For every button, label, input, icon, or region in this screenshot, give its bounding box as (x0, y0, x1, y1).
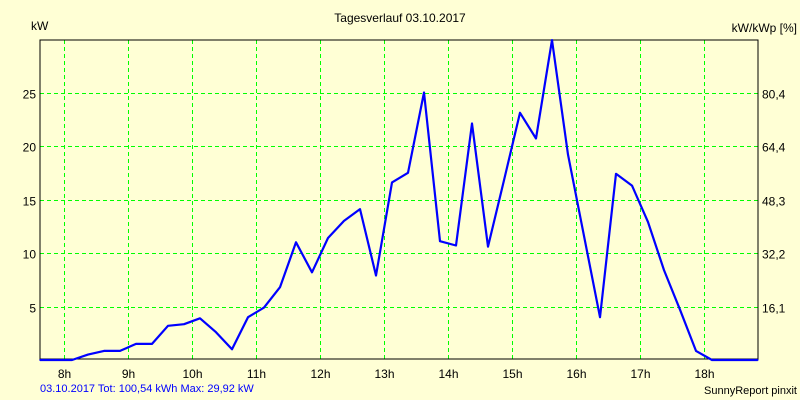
data-point (439, 240, 441, 243)
series-line-kw (40, 38, 758, 362)
right-y-axis-label: kW/kWp [%] (732, 21, 797, 35)
data-point (455, 244, 457, 247)
data-point (407, 171, 409, 174)
data-point (151, 343, 153, 345)
data-point (647, 221, 649, 223)
data-point (215, 331, 217, 333)
data-point (199, 317, 201, 320)
x-tick-label: 12h (310, 367, 330, 381)
x-tick-label: 15h (502, 367, 522, 381)
data-point (471, 122, 473, 125)
data-point (391, 181, 393, 184)
data-point (39, 359, 41, 361)
x-tick-label: 11h (247, 367, 266, 381)
data-point (55, 359, 57, 361)
data-point (663, 269, 665, 271)
data-point (631, 184, 633, 187)
data-point (103, 350, 105, 352)
footer-summary: 03.10.2017 Tot: 100,54 kWh Max: 29,92 kW (40, 383, 254, 395)
y-tick-label: 5 (29, 302, 36, 316)
data-point (71, 359, 73, 361)
y-tick-label: 20 (23, 141, 37, 155)
x-tick-label: 8h (58, 367, 71, 381)
series-layer (39, 38, 759, 362)
data-point (311, 271, 313, 274)
data-point (535, 137, 537, 140)
data-point (119, 350, 121, 352)
chart-title: Tagesverlauf 03.10.2017 (334, 11, 466, 25)
y-tick-label: 25 (23, 88, 37, 102)
data-point (599, 316, 601, 319)
data-point (263, 306, 265, 309)
data-point (727, 359, 729, 361)
data-point (519, 112, 521, 114)
plot-frame (39, 39, 759, 360)
data-point (423, 91, 425, 94)
x-tick-label: 16h (566, 367, 586, 381)
x-tick-label: 14h (438, 367, 458, 381)
right-y-tick-label: 48,3 (762, 195, 786, 209)
data-point (711, 359, 713, 361)
data-point (279, 286, 281, 289)
data-point (503, 179, 505, 182)
x-tick-label: 17h (630, 367, 650, 381)
data-point (231, 348, 233, 351)
data-point (679, 308, 681, 311)
data-point (167, 324, 169, 327)
data-point (295, 241, 297, 244)
tick-labels: 8h 9h 10h 11h 12h 13h 14h 15h 16h 17h 18h 5 16,1 10 32… (23, 88, 786, 382)
data-point (183, 323, 185, 325)
x-tick-label: 9h (122, 367, 135, 381)
data-point (135, 343, 137, 345)
data-point (583, 235, 585, 237)
data-point (359, 208, 361, 210)
data-point (247, 316, 249, 319)
y-tick-label: 10 (23, 248, 37, 262)
data-point (343, 220, 345, 222)
data-point (375, 274, 377, 277)
data-point (743, 359, 745, 361)
x-tick-label: 10h (182, 367, 202, 381)
footer-credit: SunnyReport pinxit (704, 385, 797, 397)
data-point (327, 237, 329, 239)
data-point (551, 39, 553, 41)
right-y-tick-label: 80,4 (762, 88, 786, 102)
data-point (615, 173, 617, 175)
x-tick-label: 13h (374, 367, 394, 381)
data-point (87, 353, 89, 356)
y-tick-label: 15 (23, 195, 37, 209)
right-y-tick-label: 32,2 (762, 248, 786, 262)
data-point (567, 153, 569, 156)
data-point (487, 245, 489, 248)
right-y-tick-label: 64,4 (762, 141, 786, 155)
y-axis-label: kW (31, 19, 49, 33)
right-y-tick-label: 16,1 (762, 302, 786, 316)
x-tick-label: 18h (694, 367, 714, 381)
data-point (756, 359, 759, 361)
data-point (695, 350, 697, 352)
